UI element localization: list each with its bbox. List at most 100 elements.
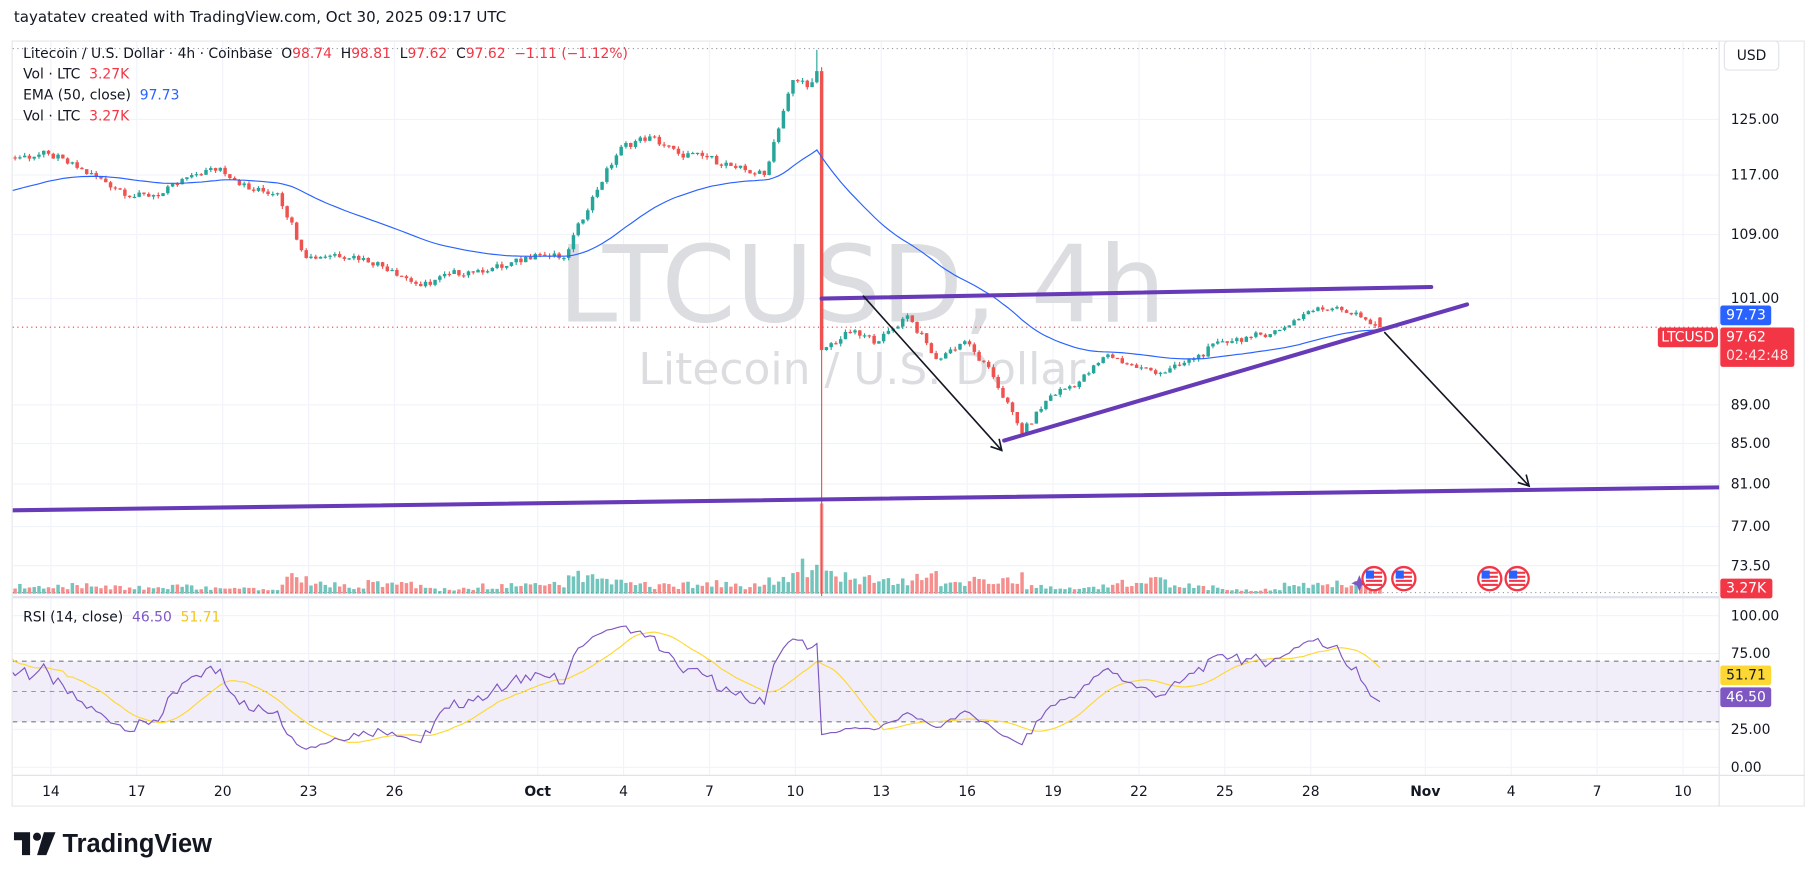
volume-bar (457, 589, 461, 594)
volume-bar (318, 581, 323, 594)
volume-bar (1320, 585, 1325, 594)
legend-symbol: Litecoin / U.S. Dollar · 4h · Coinbase (23, 45, 273, 62)
candle-body (146, 193, 151, 197)
candle-body (562, 257, 566, 260)
volume-bar (929, 573, 934, 594)
tradingview-logo[interactable]: TradingView (13, 829, 212, 859)
candle-body (385, 266, 390, 272)
volume-bar (848, 579, 852, 594)
candle-body (280, 193, 285, 207)
candle-body (638, 137, 643, 142)
candle-body (142, 192, 146, 194)
volume-bar (194, 589, 199, 594)
candle-body (1249, 336, 1253, 338)
volume-bar (1010, 583, 1015, 594)
drawings[interactable] (12, 284, 1814, 513)
volume-bar (1068, 587, 1072, 594)
volume-bar (743, 589, 747, 594)
legend-rsi-label: RSI (14, close) (23, 608, 124, 625)
candle-body (318, 256, 323, 259)
volume-bar (1153, 576, 1158, 594)
volume-bar (1048, 586, 1053, 594)
economic-events[interactable] (1351, 565, 1530, 592)
us-flag-icon[interactable] (1476, 565, 1503, 592)
legend-high: 98.81 (351, 45, 391, 62)
volume-bar (32, 587, 36, 594)
volume-bar (438, 591, 442, 594)
volume-bar (1087, 587, 1091, 594)
volume-bar (1244, 589, 1249, 594)
candle-body (1344, 310, 1349, 313)
legend-close: 97.62 (465, 45, 506, 62)
legend-symbol-row[interactable]: Litecoin / U.S. Dollar · 4h · Coinbase O… (23, 45, 628, 61)
candle-body (1044, 400, 1048, 410)
volume-bar (414, 588, 418, 594)
candle-body (414, 281, 418, 284)
candle-body (1244, 336, 1249, 342)
volume-bar (1354, 581, 1358, 594)
time-tick-label: 4 (619, 784, 628, 800)
legend-volume2-row[interactable]: Vol · LTC 3.27K (23, 108, 129, 124)
legend-low-label: L (399, 45, 408, 62)
volume-bar (972, 576, 977, 594)
us-flag-icon[interactable] (1504, 565, 1530, 592)
legend-volume-label: Vol · LTC (23, 65, 81, 83)
volume-bar (0, 585, 3, 593)
candle-body (261, 187, 266, 192)
candle-body (490, 267, 495, 272)
volume-bar (352, 589, 356, 594)
candle-body (476, 269, 480, 273)
candle-body (619, 146, 623, 156)
candle-body (543, 254, 547, 256)
candle-body (347, 258, 351, 260)
candle-body (4, 155, 7, 161)
volume-bar (481, 583, 485, 594)
volume-bar (1254, 590, 1258, 594)
candle-body (151, 195, 156, 197)
us-flag-icon[interactable] (1361, 565, 1387, 592)
legend-rsi-row[interactable]: RSI (14, close) 46.50 51.71 (23, 609, 220, 625)
candle-body (1101, 357, 1105, 363)
candle-body (896, 326, 900, 329)
candle-body (213, 168, 218, 171)
volume-bar (963, 585, 967, 594)
volume-bar (738, 586, 743, 594)
sparkle-icon (1351, 575, 1368, 592)
ema-price-label: 97.73 (1720, 305, 1772, 326)
legend-volume-row[interactable]: Vol · LTC 3.27K (23, 66, 129, 82)
volume-bar (42, 588, 46, 594)
volume-bar (810, 570, 814, 594)
candle-body (185, 177, 189, 180)
candle-body (738, 165, 743, 168)
candle-body (509, 262, 514, 266)
candle-body (1192, 358, 1196, 361)
candle-body (1120, 358, 1125, 364)
watermark-ticker: LTCUSD, 4h (558, 224, 1166, 348)
candle-body (657, 136, 662, 145)
candle-body (967, 341, 972, 345)
candle-body (376, 262, 380, 266)
volume-bar (75, 585, 79, 594)
volume-bar (1258, 590, 1263, 594)
volume-bar (1225, 590, 1229, 594)
us-flag-icon[interactable] (1391, 565, 1417, 592)
candle-body (1130, 364, 1134, 366)
candle-body (232, 177, 237, 181)
legend-ema-row[interactable]: EMA (50, close) 97.73 (23, 87, 179, 103)
volume-bar (619, 579, 623, 594)
volume-bar (1106, 587, 1110, 594)
time-tick-label: 26 (386, 784, 404, 800)
candle-body (428, 281, 433, 285)
candle-body (633, 141, 638, 147)
volume-bar (967, 581, 972, 594)
candle-body (1235, 338, 1239, 342)
candle-body (1063, 388, 1067, 390)
candle-body (877, 341, 881, 344)
volume-bar (1139, 583, 1144, 594)
currency-button[interactable]: USD (1723, 40, 1780, 71)
candle-body (700, 152, 705, 156)
volume-bar (266, 590, 270, 594)
volume-bar (576, 570, 580, 594)
